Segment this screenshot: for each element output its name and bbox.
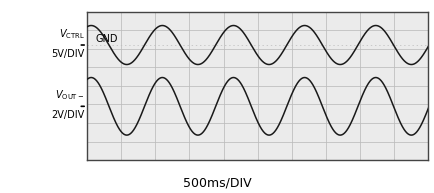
Text: $V_{\rm OUT-}$: $V_{\rm OUT-}$ (55, 89, 85, 102)
Text: GND: GND (95, 34, 118, 44)
Text: 500ms/DIV: 500ms/DIV (183, 176, 251, 189)
Text: $V_{\rm CTRL}$: $V_{\rm CTRL}$ (59, 27, 85, 41)
Text: 2V/DIV: 2V/DIV (52, 110, 85, 120)
Text: 5V/DIV: 5V/DIV (52, 49, 85, 59)
